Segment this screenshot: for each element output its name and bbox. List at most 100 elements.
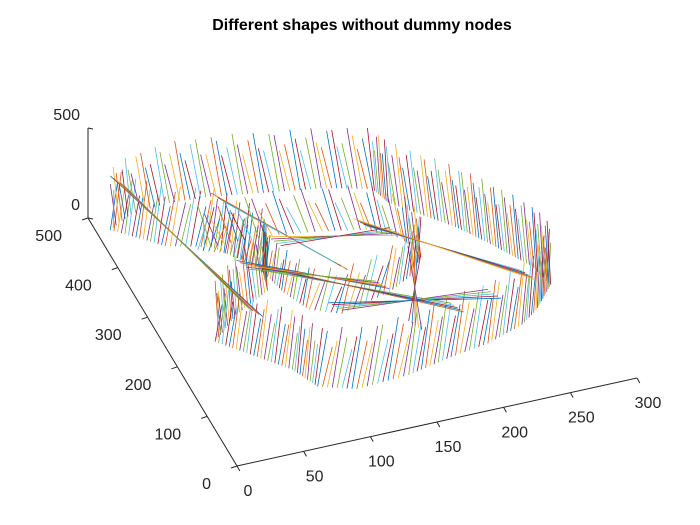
series-line	[378, 135, 383, 198]
series-line	[517, 218, 525, 262]
series-line	[387, 162, 396, 206]
series-line	[250, 260, 257, 300]
series-line	[274, 306, 283, 364]
series-line	[341, 143, 353, 189]
series-line	[314, 328, 323, 385]
series-line	[321, 188, 336, 231]
series-line	[149, 164, 161, 206]
series-line	[330, 286, 343, 313]
series-line	[520, 205, 527, 264]
series-line	[331, 327, 343, 388]
series-line	[481, 178, 488, 243]
series-line	[383, 139, 389, 203]
series-line	[189, 144, 201, 199]
series-line	[385, 146, 393, 204]
series-line	[472, 182, 480, 239]
series-line	[224, 200, 239, 242]
series-line	[328, 189, 342, 231]
series-line	[492, 186, 500, 249]
y-tick-label: 400	[65, 278, 92, 295]
series-line	[263, 219, 265, 274]
series-line	[521, 274, 527, 325]
x-tick-label: 150	[435, 439, 462, 456]
series-line	[270, 308, 279, 363]
series-line	[437, 169, 446, 224]
series-line	[533, 212, 539, 272]
series-line	[512, 194, 519, 259]
series-line	[307, 200, 323, 232]
series-line	[263, 314, 272, 360]
series-line	[325, 275, 337, 312]
series-lines	[109, 127, 552, 390]
series-line	[490, 187, 497, 247]
series-line	[225, 301, 234, 346]
series-line	[240, 224, 249, 261]
series-line	[482, 298, 493, 346]
series-line	[195, 139, 207, 198]
series-line	[247, 262, 254, 302]
series-line	[451, 180, 459, 229]
y-tick	[111, 267, 118, 271]
series-line	[322, 346, 333, 387]
series-line	[297, 315, 303, 374]
series-line	[469, 291, 480, 351]
series-line	[478, 299, 489, 347]
series-line	[334, 202, 349, 231]
series-line	[237, 211, 252, 240]
series-line	[543, 250, 548, 297]
series-line	[545, 232, 549, 295]
series-line	[461, 172, 468, 233]
series-line	[381, 153, 387, 201]
series-line	[281, 324, 290, 366]
series-line	[417, 216, 422, 263]
series-line	[236, 266, 243, 311]
series-line	[269, 254, 275, 280]
y-tick	[141, 316, 148, 320]
series-line	[409, 150, 418, 214]
series-line	[427, 176, 435, 220]
series-line	[430, 170, 439, 221]
series-line	[487, 201, 494, 246]
series-line	[291, 332, 298, 370]
series-line	[391, 154, 400, 207]
series-line	[526, 219, 533, 267]
series-line	[353, 218, 536, 280]
series-line	[314, 202, 329, 231]
series-line	[395, 246, 404, 287]
series-line	[230, 212, 246, 241]
series-line	[184, 160, 196, 200]
series-line	[473, 285, 484, 349]
series-line	[326, 130, 338, 189]
series-line	[299, 278, 307, 304]
series-line	[502, 269, 511, 336]
series-line	[242, 309, 251, 352]
y-tick-label: 300	[95, 327, 122, 344]
series-line	[307, 323, 313, 380]
series-line	[225, 283, 230, 324]
series-line	[300, 188, 316, 232]
series-line	[221, 285, 230, 345]
series-line	[271, 242, 278, 282]
series-line	[263, 150, 275, 192]
series-line	[442, 302, 452, 361]
series-line	[495, 204, 502, 250]
series-line	[236, 219, 244, 259]
series-line	[386, 193, 398, 238]
series-line	[331, 130, 343, 189]
series-line	[213, 211, 222, 249]
series-line	[135, 156, 146, 210]
series-line	[251, 198, 266, 238]
series-line	[319, 267, 332, 312]
x-tick	[236, 465, 241, 472]
x-tick	[569, 392, 574, 398]
series-line	[336, 337, 348, 388]
series-line	[317, 330, 328, 387]
y-tick-label: 200	[125, 377, 152, 394]
series-line	[314, 279, 326, 311]
series-line	[153, 183, 162, 243]
series-line	[450, 304, 461, 358]
series-line	[541, 225, 546, 280]
series-line	[515, 208, 522, 261]
series-line	[210, 137, 222, 196]
series-line	[441, 182, 450, 225]
